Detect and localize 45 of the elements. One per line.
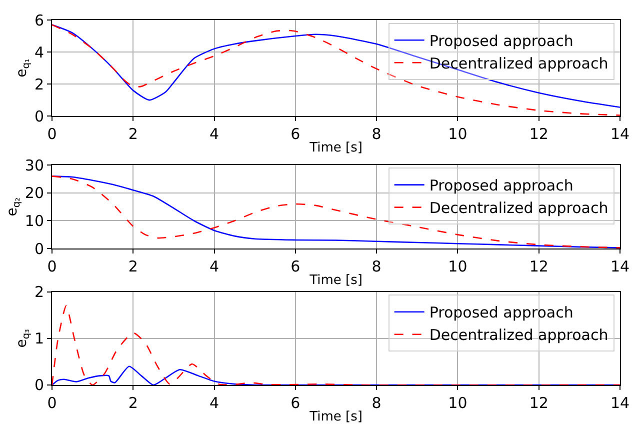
line-series (52, 176, 620, 248)
x-tick-label: 12 (529, 394, 548, 412)
x-axis-title: Time [s] (308, 140, 362, 156)
legend-label: Decentralized approach (429, 199, 608, 218)
x-tick-label: 8 (372, 394, 382, 412)
x-axis-title: Time [s] (308, 410, 362, 425)
x-tick-label: 14 (610, 125, 630, 144)
x-tick-label: 4 (210, 125, 220, 144)
x-tick-label: 6 (290, 258, 300, 276)
y-tick-label: 20 (24, 184, 44, 202)
x-axis-title: Time [s] (308, 273, 362, 288)
legend-label: Proposed approach (429, 176, 574, 195)
x-tick-label: 4 (210, 258, 220, 276)
y-tick-label: 0 (34, 240, 44, 258)
y-tick-label: 0 (34, 107, 44, 126)
y-tick-label: 10 (24, 212, 44, 230)
x-tick-label: 2 (128, 125, 138, 144)
x-tick-label: 6 (290, 125, 300, 144)
y-tick-label: 2 (34, 75, 44, 94)
y-tick-label: 30 (24, 156, 44, 174)
x-tick-label: 12 (529, 125, 548, 144)
x-tick-label: 2 (128, 258, 138, 276)
x-tick-label: 14 (610, 394, 630, 412)
x-tick-label: 8 (372, 125, 382, 144)
x-tick-label: 8 (372, 258, 382, 276)
x-tick-label: 0 (47, 394, 57, 412)
x-tick-label: 0 (47, 125, 57, 144)
y-tick-label: 1 (34, 330, 44, 348)
x-tick-label: 10 (448, 258, 468, 276)
legend-label: Decentralized approach (429, 326, 608, 344)
y-tick-label: 0 (34, 376, 44, 394)
y-tick-label: 6 (34, 11, 44, 30)
x-tick-label: 4 (210, 394, 220, 412)
y-tick-label: 4 (34, 43, 44, 62)
x-tick-label: 2 (128, 394, 138, 412)
x-tick-label: 6 (290, 394, 300, 412)
legend-label: Proposed approach (429, 32, 574, 50)
x-tick-label: 0 (47, 258, 57, 276)
x-tick-label: 14 (610, 258, 630, 276)
y-tick-label: 2 (34, 283, 44, 302)
x-tick-label: 12 (529, 258, 548, 276)
x-tick-label: 10 (448, 125, 468, 144)
line-series (52, 305, 620, 385)
legend-label: Proposed approach (429, 304, 574, 322)
x-tick-label: 10 (448, 394, 468, 412)
